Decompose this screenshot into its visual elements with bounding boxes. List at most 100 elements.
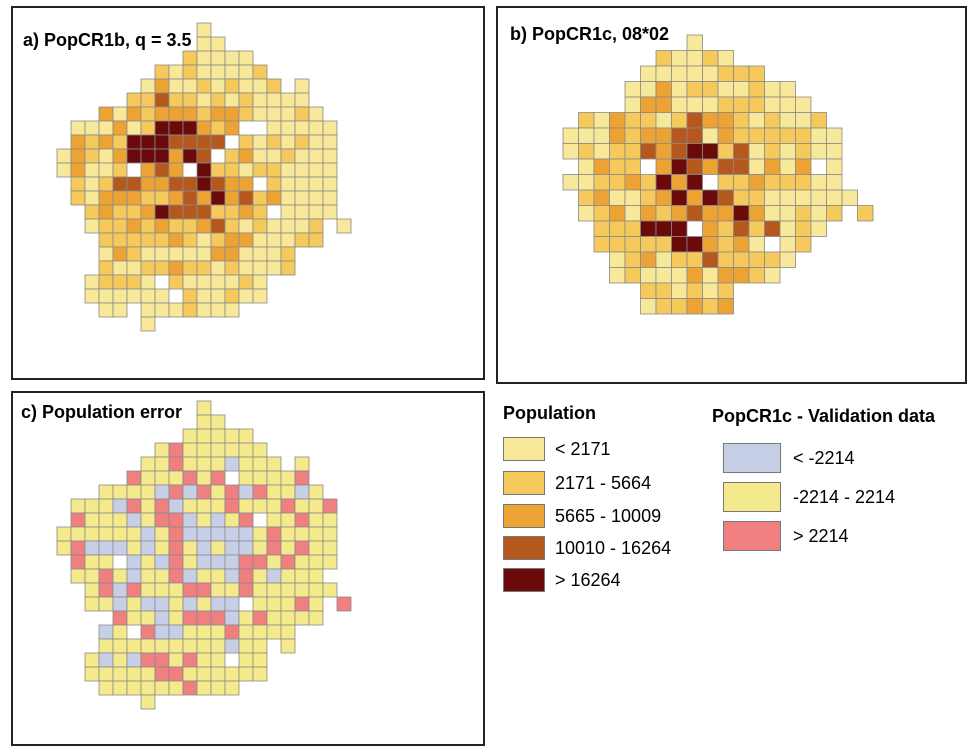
grid-cell — [578, 189, 595, 206]
grid-cell — [280, 92, 296, 108]
grid-cell — [126, 288, 142, 304]
grid-cell — [308, 134, 324, 150]
grid-cell — [322, 162, 338, 178]
grid-cell — [702, 81, 719, 98]
grid-cell — [578, 112, 595, 129]
grid-cell — [671, 96, 688, 113]
grid-cell — [98, 582, 114, 598]
grid-cell — [655, 267, 672, 284]
grid-cell — [168, 162, 184, 178]
grid-cell — [294, 120, 310, 136]
grid-cell — [578, 143, 595, 160]
grid-cell — [238, 274, 254, 290]
grid-cell — [84, 190, 100, 206]
grid-cell — [140, 568, 156, 584]
grid-cell — [112, 120, 128, 136]
grid-cell — [84, 176, 100, 192]
grid-cell — [764, 127, 781, 144]
grid-cell — [126, 554, 142, 570]
grid-cell — [224, 302, 240, 318]
grid-cell — [98, 512, 114, 528]
grid-cell — [686, 174, 703, 191]
map-panel-b: b) PopCR1c, 08*02 — [496, 6, 967, 384]
grid-cell — [238, 78, 254, 94]
grid-cell — [154, 106, 170, 122]
grid-cell — [280, 204, 296, 220]
grid-cell — [266, 470, 282, 486]
grid-cell — [210, 568, 226, 584]
grid-cell — [196, 148, 212, 164]
grid-cell — [140, 316, 156, 332]
grid-cell — [308, 106, 324, 122]
grid-cell — [224, 288, 240, 304]
grid-cell — [238, 204, 254, 220]
grid-cell — [624, 112, 641, 129]
grid-cell — [182, 218, 198, 234]
grid-cell — [182, 638, 198, 654]
grid-cell — [308, 176, 324, 192]
grid-cell — [98, 274, 114, 290]
grid-cell — [196, 428, 212, 444]
grid-cell — [308, 610, 324, 626]
grid-cell — [238, 512, 254, 528]
grid-cell — [98, 204, 114, 220]
grid-cell — [280, 624, 296, 640]
grid-cell — [640, 205, 657, 222]
grid-cell — [210, 526, 226, 542]
grid-cell — [810, 189, 827, 206]
grid-cell — [126, 512, 142, 528]
grid-cell — [764, 143, 781, 160]
grid-cell — [717, 65, 734, 82]
grid-cell — [655, 282, 672, 299]
grid-cell — [70, 568, 86, 584]
grid-cell — [810, 220, 827, 237]
grid-cell — [640, 174, 657, 191]
grid-cell — [562, 143, 579, 160]
grid-cell — [112, 596, 128, 612]
grid-cell — [609, 251, 626, 268]
grid-cell — [112, 246, 128, 262]
grid-cell — [717, 220, 734, 237]
grid-cell — [84, 288, 100, 304]
grid-cell — [733, 158, 750, 175]
grid-cell — [686, 81, 703, 98]
grid-cell — [140, 120, 156, 136]
grid-cell — [154, 484, 170, 500]
grid-cell — [252, 78, 268, 94]
grid-cell — [748, 267, 765, 284]
grid-cell — [733, 127, 750, 144]
grid-cell — [671, 112, 688, 129]
grid-cell — [196, 456, 212, 472]
grid-cell — [154, 148, 170, 164]
grid-cell — [154, 498, 170, 514]
grid-cell — [140, 540, 156, 556]
grid-cell — [112, 666, 128, 682]
grid-cell — [224, 540, 240, 556]
grid-cell — [126, 260, 142, 276]
grid-cell — [578, 127, 595, 144]
grid-cell — [826, 189, 843, 206]
grid-cell — [266, 232, 282, 248]
grid-cell — [196, 218, 212, 234]
grid-cell — [140, 92, 156, 108]
grid-cell — [196, 596, 212, 612]
grid-cell — [84, 134, 100, 150]
grid-cell — [779, 158, 796, 175]
grid-cell — [593, 220, 610, 237]
grid-cell — [640, 220, 657, 237]
grid-cell — [252, 666, 268, 682]
grid-cell — [140, 526, 156, 542]
grid-cell — [98, 176, 114, 192]
grid-cell — [70, 554, 86, 570]
grid-cell — [224, 484, 240, 500]
grid-cell — [609, 189, 626, 206]
grid-cell — [210, 176, 226, 192]
grid-cell — [238, 50, 254, 66]
grid-cell — [140, 498, 156, 514]
grid-cell — [98, 652, 114, 668]
grid-cell — [112, 582, 128, 598]
grid-cell — [640, 143, 657, 160]
grid-cell — [140, 106, 156, 122]
grid-cell — [733, 96, 750, 113]
grid-cell — [140, 610, 156, 626]
